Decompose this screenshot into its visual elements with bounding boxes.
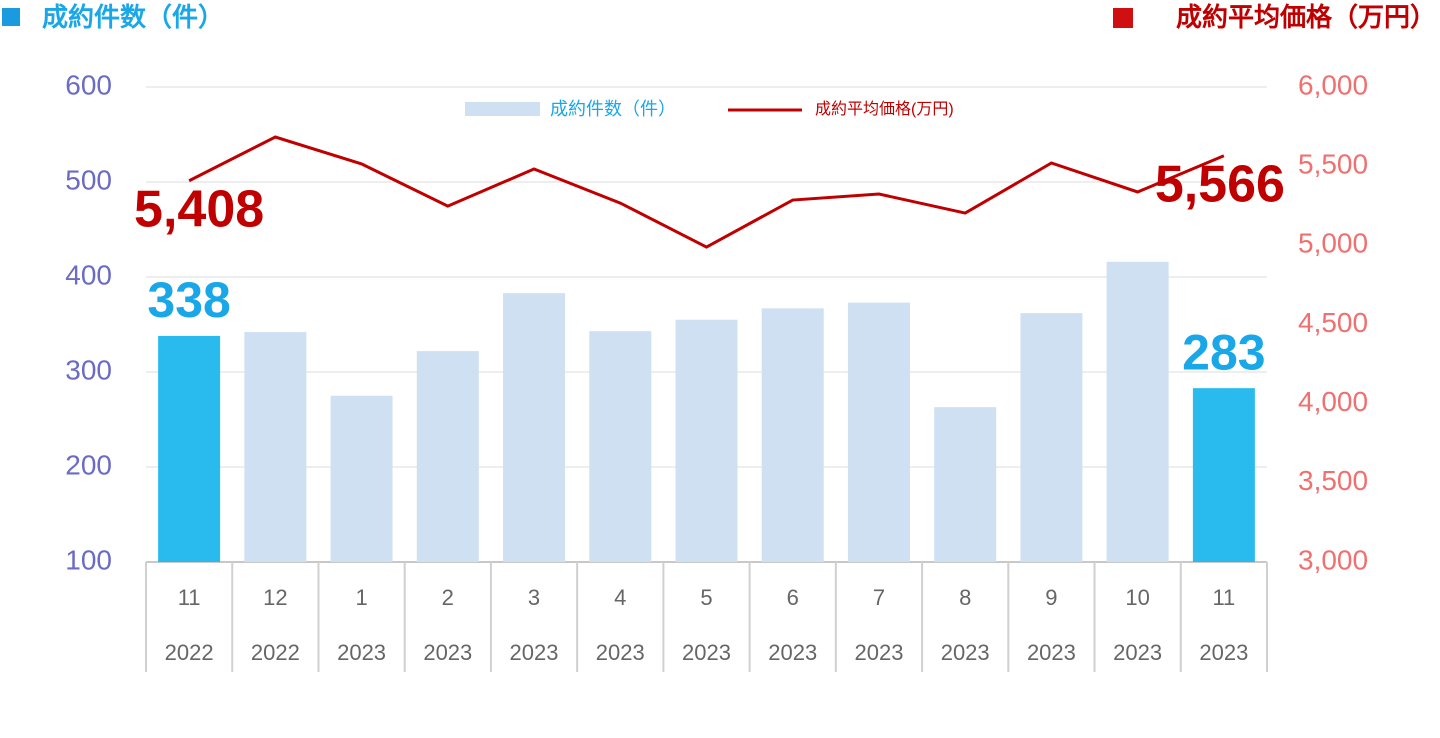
bar [589, 331, 652, 562]
x-tick-label: 9 [1045, 585, 1057, 610]
y2-tick-label: 3,000 [1298, 544, 1368, 575]
x-tick-year: 2023 [337, 640, 386, 665]
bar [158, 335, 221, 562]
bar [675, 319, 738, 562]
x-tick-year: 2023 [1027, 640, 1076, 665]
x-tick-label: 10 [1125, 585, 1149, 610]
legend-label: 成約件数（件） [550, 99, 676, 119]
x-tick-year: 2023 [854, 640, 903, 665]
x-tick-year: 2023 [941, 640, 990, 665]
x-tick-label: 1 [355, 585, 367, 610]
x-tick-label: 5 [700, 585, 712, 610]
y2-tick-label: 4,000 [1298, 386, 1368, 417]
x-tick-label: 4 [614, 585, 626, 610]
bar [244, 332, 307, 562]
legend-swatch [465, 102, 540, 116]
x-tick-label: 7 [873, 585, 885, 610]
bar [847, 302, 910, 562]
bar [330, 395, 393, 562]
bar [934, 407, 997, 562]
y-tick-label: 100 [65, 544, 112, 575]
x-tick-year: 2023 [682, 640, 731, 665]
bar [761, 308, 824, 562]
x-tick-year: 2022 [165, 640, 214, 665]
y2-axis-title: 成約平均価格（万円） [1176, 2, 1436, 32]
bar [1020, 313, 1083, 562]
y2-tick-label: 5,500 [1298, 149, 1368, 180]
y-tick-label: 600 [65, 69, 112, 100]
x-tick-year: 2023 [510, 640, 559, 665]
x-tick-year: 2023 [1113, 640, 1162, 665]
x-tick-label: 3 [528, 585, 540, 610]
data-label: 5,408 [134, 180, 264, 238]
x-tick-label: 11 [178, 585, 201, 610]
x-tick-label: 11 [1212, 585, 1235, 610]
legend-label: 成約平均価格(万円) [815, 100, 954, 118]
x-tick-label: 6 [787, 585, 799, 610]
x-tick-year: 2023 [423, 640, 472, 665]
x-tick-label: 2 [442, 585, 454, 610]
y2-tick-label: 4,500 [1298, 307, 1368, 338]
bar [1106, 261, 1169, 562]
data-label: 338 [147, 272, 230, 328]
x-tick-year: 2023 [768, 640, 817, 665]
x-tick-label: 12 [263, 585, 287, 610]
y2-tick-label: 5,000 [1298, 228, 1368, 259]
data-label: 5,566 [1155, 155, 1285, 213]
data-label: 283 [1182, 324, 1265, 380]
line [188, 135, 1225, 249]
title-marker [1113, 8, 1133, 28]
x-tick-year: 2023 [1199, 640, 1248, 665]
bar [1192, 388, 1255, 562]
y-tick-label: 500 [65, 164, 112, 195]
y-tick-label: 200 [65, 449, 112, 480]
x-tick-label: 8 [959, 585, 971, 610]
bar [416, 351, 479, 562]
y-tick-label: 300 [65, 354, 112, 385]
bar [503, 293, 566, 562]
x-tick-year: 2022 [251, 640, 300, 665]
y-axis-title: 成約件数（件） [42, 2, 224, 32]
title-marker [2, 8, 20, 26]
y2-tick-label: 6,000 [1298, 69, 1368, 100]
y2-tick-label: 3,500 [1298, 465, 1368, 496]
x-tick-year: 2023 [596, 640, 645, 665]
y-tick-label: 400 [65, 259, 112, 290]
